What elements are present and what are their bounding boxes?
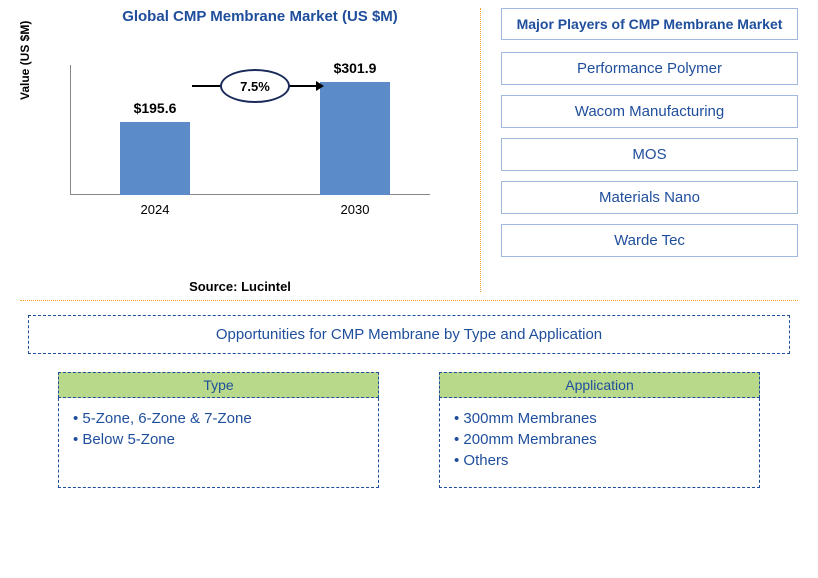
player-item: MOS <box>501 138 798 171</box>
x-label-2030: 2030 <box>320 202 390 217</box>
growth-arrow-head <box>316 81 324 91</box>
opportunities-section: Opportunities for CMP Membrane by Type a… <box>0 301 818 502</box>
opportunity-item: • 5-Zone, 6-Zone & 7-Zone <box>73 410 364 427</box>
x-label-2024: 2024 <box>120 202 190 217</box>
source-label: Source: Lucintel <box>189 279 291 294</box>
column-header-application: Application <box>439 372 760 398</box>
opportunities-grid: Type • 5-Zone, 6-Zone & 7-Zone • Below 5-… <box>28 372 790 488</box>
opportunity-item: • Below 5-Zone <box>73 431 364 448</box>
opportunity-item: • 200mm Membranes <box>454 431 745 448</box>
growth-rate-label: 7.5% <box>240 79 270 94</box>
opportunity-item: • Others <box>454 452 745 469</box>
column-header-type: Type <box>58 372 379 398</box>
opportunity-item: • 300mm Membranes <box>454 410 745 427</box>
y-axis-label: Value (US $M) <box>18 21 32 100</box>
bar-value-2030: $301.9 <box>320 60 390 76</box>
bar-2024: $195.6 <box>120 122 190 195</box>
player-item: Performance Polymer <box>501 52 798 85</box>
players-title: Major Players of CMP Membrane Market <box>501 8 798 40</box>
chart-panel: Global CMP Membrane Market (US $M) Value… <box>0 0 480 300</box>
players-panel: Major Players of CMP Membrane Market Per… <box>481 0 818 300</box>
player-item: Materials Nano <box>501 181 798 214</box>
player-item: Warde Tec <box>501 224 798 257</box>
growth-rate-oval: 7.5% <box>220 69 290 103</box>
opportunities-column-application: Application • 300mm Membranes • 200mm Mem… <box>439 372 760 488</box>
column-body-application: • 300mm Membranes • 200mm Membranes • Othe… <box>439 398 760 488</box>
bar-value-2024: $195.6 <box>120 100 190 116</box>
y-axis <box>70 65 71 195</box>
chart-title: Global CMP Membrane Market (US $M) <box>50 8 470 25</box>
top-section: Global CMP Membrane Market (US $M) Value… <box>0 0 818 300</box>
opportunities-column-type: Type • 5-Zone, 6-Zone & 7-Zone • Below 5-… <box>58 372 379 488</box>
bar-2030: $301.9 <box>320 82 390 195</box>
opportunities-title: Opportunities for CMP Membrane by Type a… <box>28 315 790 354</box>
bar-chart: $195.6 2024 $301.9 2030 7.5% <box>70 45 450 225</box>
player-item: Wacom Manufacturing <box>501 95 798 128</box>
column-body-type: • 5-Zone, 6-Zone & 7-Zone • Below 5-Zone <box>58 398 379 488</box>
